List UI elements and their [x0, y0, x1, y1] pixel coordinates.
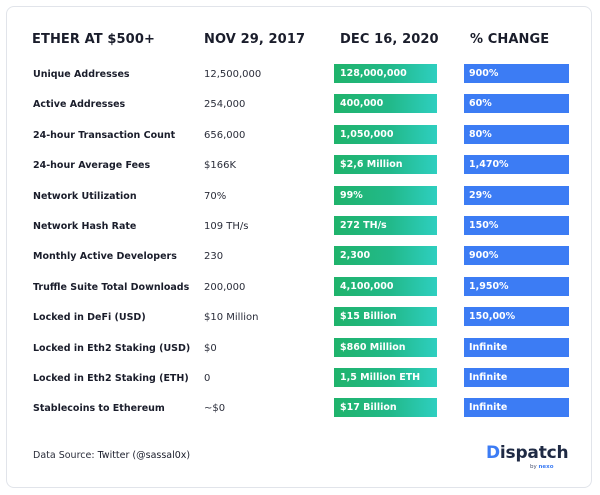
- change-bar: 1,950%: [464, 276, 569, 296]
- value-2020-bar: $15 Billion: [334, 307, 437, 327]
- metric-label: Locked in Eth2 Staking (ETH): [33, 372, 189, 384]
- value-2017: 230: [204, 251, 224, 263]
- value-2020-bar: 400,000: [334, 94, 437, 114]
- header-date-2020: DEC 16, 2020: [340, 32, 439, 47]
- header-date-2017: NOV 29, 2017: [204, 32, 306, 47]
- change-bar: 60%: [464, 94, 569, 114]
- logo-rest: ispatch: [499, 443, 569, 463]
- change-bar: Infinite: [464, 367, 569, 387]
- change-bar: 900%: [464, 64, 569, 83]
- table-row: Monthly Active Developers 230 2,300 900%: [0, 244, 600, 274]
- metric-label: Active Addresses: [33, 99, 126, 111]
- metric-label: Network Hash Rate: [33, 220, 137, 232]
- value-2020-bar: 272 TH/s: [334, 215, 437, 235]
- table-row: Network Utilization 70% 99% 29%: [0, 184, 600, 214]
- value-2020-bar: 128,000,000: [334, 64, 437, 83]
- value-2017: 254,000: [204, 99, 246, 111]
- logo-byline: by nexo: [530, 464, 553, 471]
- dispatch-logo: Dispatch by nexo: [486, 443, 570, 475]
- value-2017: 12,500,000: [204, 69, 262, 80]
- change-bar: 29%: [464, 185, 569, 205]
- table-row: 24-hour Average Fees $166K $2,6 Million …: [0, 153, 600, 183]
- table-body: Unique Addresses 12,500,000 128,000,000 …: [0, 62, 600, 427]
- value-2020-bar: 4,100,000: [334, 276, 437, 296]
- value-2017: $0: [204, 342, 217, 354]
- data-source-note: Data Source: Twitter (@sassal0x): [33, 450, 190, 461]
- value-2017: 656,000: [204, 129, 246, 141]
- value-2020-bar: $860 Million: [334, 337, 437, 357]
- change-bar: 900%: [464, 246, 569, 266]
- logo-initial: D: [486, 443, 500, 463]
- value-2017: 0: [204, 372, 211, 384]
- change-bar: Infinite: [464, 398, 569, 418]
- logo-brand: nexo: [538, 464, 554, 470]
- value-2020-bar: 1,050,000: [334, 124, 437, 144]
- metric-label: 24-hour Average Fees: [33, 160, 151, 172]
- table-row: Locked in Eth2 Staking (USD) $0 $860 Mil…: [0, 336, 600, 366]
- value-2017: $166K: [204, 160, 237, 172]
- metric-label: Stablecoins to Ethereum: [33, 403, 165, 415]
- data-source-label: Data Source:: [33, 450, 98, 461]
- value-2017: $10 Million: [204, 312, 259, 324]
- table-row: Network Hash Rate 109 TH/s 272 TH/s 150%: [0, 214, 600, 244]
- header-change: % CHANGE: [470, 32, 550, 47]
- data-source-link: Twitter (@sassal0x): [97, 450, 191, 461]
- table-row: Active Addresses 254,000 400,000 60%: [0, 92, 600, 122]
- metric-label: Locked in DeFi (USD): [33, 312, 146, 324]
- metric-label: Unique Addresses: [33, 69, 130, 80]
- change-bar: 150%: [464, 215, 569, 235]
- table-row: 24-hour Transaction Count 656,000 1,050,…: [0, 123, 600, 153]
- table-row: Locked in Eth2 Staking (ETH) 0 1,5 Milli…: [0, 366, 600, 396]
- logo-wordmark: Dispatch: [486, 443, 569, 463]
- value-2020-bar: $2,6 Million: [334, 155, 437, 175]
- value-2020-bar: 99%: [334, 185, 437, 205]
- value-2017: 70%: [204, 190, 227, 202]
- metric-label: Locked in Eth2 Staking (USD): [33, 342, 191, 354]
- change-bar: 1,470%: [464, 155, 569, 175]
- change-bar: Infinite: [464, 337, 569, 357]
- metric-label: 24-hour Transaction Count: [33, 129, 176, 141]
- table-row: Truffle Suite Total Downloads 200,000 4,…: [0, 275, 600, 305]
- metric-label: Truffle Suite Total Downloads: [33, 281, 190, 293]
- value-2017: ~$0: [204, 403, 226, 415]
- value-2017: 200,000: [204, 281, 246, 293]
- value-2020-bar: $17 Billion: [334, 398, 437, 418]
- header-metric: ETHER AT $500+: [32, 32, 155, 47]
- value-2017: 109 TH/s: [204, 220, 249, 232]
- change-bar: 150,00%: [464, 307, 569, 327]
- table-row: Unique Addresses 12,500,000 128,000,000 …: [0, 62, 600, 92]
- table-row: Stablecoins to Ethereum ~$0 $17 Billion …: [0, 396, 600, 426]
- table-row: Locked in DeFi (USD) $10 Million $15 Bil…: [0, 305, 600, 335]
- logo-by: by: [530, 464, 537, 470]
- metric-label: Monthly Active Developers: [33, 251, 177, 263]
- metric-label: Network Utilization: [33, 190, 137, 202]
- value-2020-bar: 2,300: [334, 246, 437, 266]
- value-2020-bar: 1,5 Million ETH: [334, 367, 437, 387]
- change-bar: 80%: [464, 124, 569, 144]
